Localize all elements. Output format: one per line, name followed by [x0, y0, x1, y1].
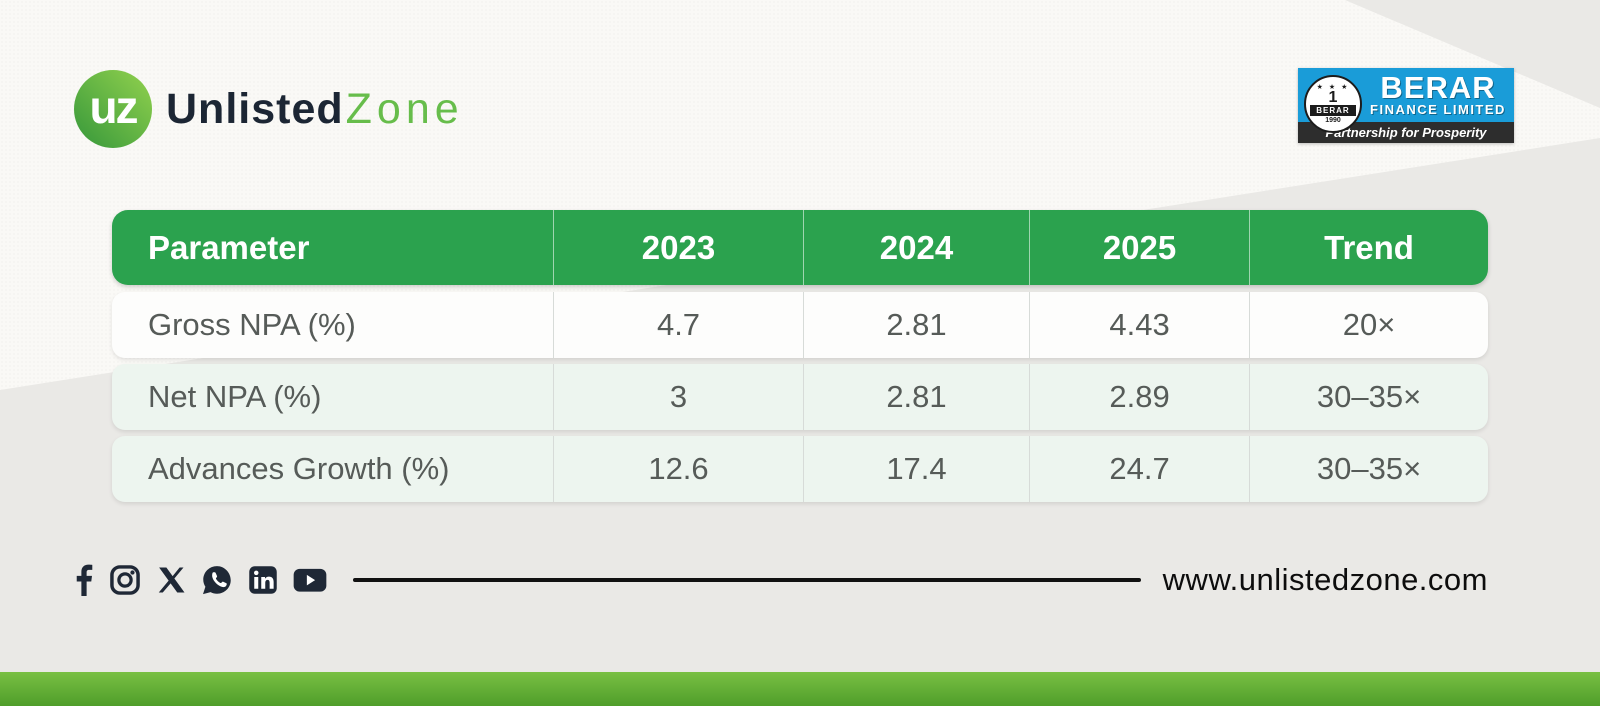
table-row: Advances Growth (%) 12.6 17.4 24.7 30–35…: [112, 436, 1488, 502]
row-label: Net NPA (%): [148, 379, 322, 414]
cell-value: 17.4: [803, 436, 1029, 502]
col-header-trend: Trend: [1249, 210, 1488, 285]
table-row: Gross NPA (%) 4.7 2.81 4.43 20×: [112, 292, 1488, 358]
table-header-row: Parameter 2023 2024 2025 Trend: [112, 210, 1488, 285]
unlistedzone-logo: uz Unlisted Zone: [74, 70, 464, 148]
financial-metrics-table: Parameter 2023 2024 2025 Trend Gross NPA…: [112, 210, 1488, 508]
cell-value: 20×: [1249, 292, 1488, 358]
facebook-icon[interactable]: [74, 564, 94, 596]
cell-value: 2.89: [1028, 364, 1249, 430]
youtube-icon[interactable]: [293, 565, 327, 595]
cell-value: 30–35×: [1249, 436, 1488, 502]
website-link[interactable]: www.unlistedzone.com: [1162, 562, 1488, 597]
col-header-2025: 2025: [1028, 210, 1249, 285]
col-header-2024: 2024: [803, 210, 1029, 285]
col-header-parameter: Parameter: [148, 228, 310, 266]
berar-title: BERAR: [1380, 70, 1496, 105]
cell-value: 12.6: [553, 436, 803, 502]
bottom-green-bar: [0, 672, 1600, 706]
berar-finance-logo: ★ ★ ★ 1 BERAR 1990 BERAR FINANCE LIMITED…: [1298, 68, 1514, 143]
cell-value: 30–35×: [1249, 364, 1488, 430]
footer: www.unlistedzone.com: [74, 556, 1488, 604]
row-label: Gross NPA (%): [148, 307, 356, 342]
cell-value: 4.7: [553, 292, 803, 358]
berar-emblem-stars: ★ ★ ★: [1316, 83, 1350, 91]
cell-value: 3: [553, 364, 803, 430]
brand-name-secondary: Zone: [345, 84, 464, 133]
brand-name-primary: Unlisted: [166, 84, 344, 133]
berar-tagline: Partnership for Prosperity: [1298, 122, 1514, 143]
berar-emblem-numeral: 1: [1328, 88, 1338, 106]
cell-value: 2.81: [803, 292, 1029, 358]
x-icon[interactable]: [156, 565, 186, 595]
berar-emblem-icon: ★ ★ ★ 1 BERAR 1990: [1304, 75, 1362, 133]
table-row: Net NPA (%) 3 2.81 2.89 30–35×: [112, 364, 1488, 430]
whatsapp-icon[interactable]: [201, 564, 233, 596]
uz-monogram-text: uz: [89, 81, 138, 133]
cell-value: 4.43: [1028, 292, 1249, 358]
berar-subtitle: FINANCE LIMITED: [1370, 102, 1506, 117]
instagram-icon[interactable]: [109, 564, 141, 596]
uz-monogram-icon: uz: [74, 70, 152, 148]
footer-divider-line: [353, 578, 1141, 582]
brand-name: Unlisted Zone: [166, 85, 464, 134]
berar-emblem-year: 1990: [1325, 116, 1341, 124]
row-label: Advances Growth (%): [148, 451, 450, 486]
cell-value: 24.7: [1028, 436, 1249, 502]
berar-wordmark: BERAR FINANCE LIMITED: [1366, 72, 1510, 117]
col-header-2023: 2023: [553, 210, 803, 285]
social-icons: [74, 564, 327, 596]
berar-emblem-name: BERAR: [1310, 104, 1356, 116]
linkedin-icon[interactable]: [248, 565, 278, 595]
cell-value: 2.81: [803, 364, 1029, 430]
